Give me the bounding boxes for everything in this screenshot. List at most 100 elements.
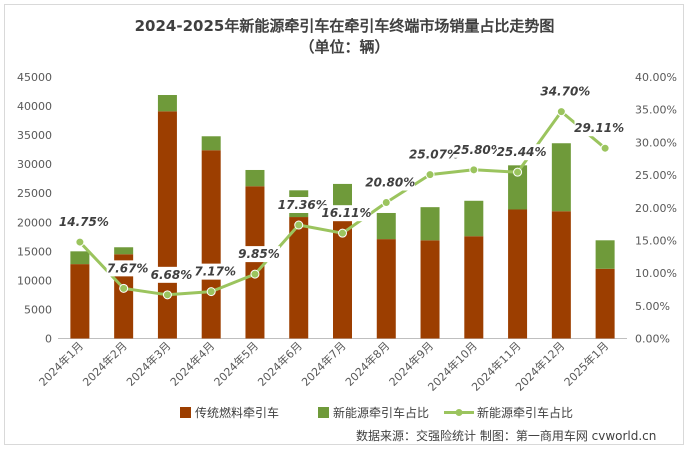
x-axis-tick-label: 2025年1月 — [561, 339, 611, 389]
ratio-point — [250, 269, 260, 279]
legend-swatch-ne-bar — [318, 407, 329, 418]
x-axis-tick-label: 2024年6月 — [255, 339, 305, 389]
ratio-label-bg — [409, 146, 459, 163]
bar-fuel — [551, 211, 571, 339]
ratio-point — [381, 198, 391, 208]
bar-fuel — [201, 150, 221, 339]
ratio-point — [338, 228, 347, 238]
bar-new-energy — [508, 165, 528, 210]
x-axis-tick-label: 2024年8月 — [342, 339, 392, 389]
bar-new-energy — [70, 251, 90, 265]
legend-label-fuel: 传统燃料牵引车 — [195, 406, 280, 420]
ratio-label-bg — [106, 260, 149, 277]
bar-new-energy — [376, 212, 396, 240]
ratio-label-bg — [237, 246, 280, 263]
right-axis-tick-label: 30.00% — [635, 136, 677, 149]
ratio-label: 9.85% — [238, 247, 280, 261]
ratio-label: 34.70% — [540, 85, 590, 99]
bar-fuel — [376, 239, 396, 339]
ratio-point — [556, 107, 566, 117]
ratio-label-bg — [194, 263, 237, 280]
ratio-label: 16.11% — [322, 206, 372, 220]
legend-label-ne-line: 新能源牵引车占比 — [477, 406, 574, 420]
ratio-point — [162, 290, 172, 300]
ratio-label: 6.68% — [151, 268, 193, 282]
ratio-points — [75, 107, 610, 300]
chart-title: 2024-2025年新能源牵引车在牵引车终端市场销量占比走势图 — [134, 17, 555, 35]
ratio-label: 7.17% — [194, 265, 236, 279]
x-axis-labels: 2024年1月2024年2月2024年3月2024年4月2024年5月2024年… — [36, 339, 611, 394]
legend-item-ne-line: 新能源牵引车占比 — [444, 404, 573, 421]
x-axis-tick-label: 2024年3月 — [123, 339, 173, 389]
left-axis-tick-label: 25000 — [17, 187, 52, 200]
bar-fuel — [245, 186, 265, 339]
legend-item-fuel: 传统燃料牵引车 — [180, 404, 279, 421]
bar-new-energy — [245, 169, 265, 187]
bar-fuel — [289, 217, 309, 339]
ratio-label-bg — [365, 174, 415, 191]
ratio-label-bg — [59, 214, 109, 231]
legend-swatch-ne-line — [444, 409, 474, 416]
bar-fuel — [70, 264, 90, 339]
ratio-label: 25.07% — [409, 148, 459, 162]
right-axis-tick-label: 40.00% — [635, 71, 677, 84]
bar-new-energy — [333, 183, 352, 209]
right-axis-tick-label: 15.00% — [635, 234, 677, 247]
ratio-label-bg — [574, 120, 624, 137]
x-axis-tick-label: 2024年1月 — [36, 339, 86, 389]
ratio-point — [425, 170, 435, 180]
legend-swatch-fuel — [180, 407, 191, 418]
bar-new-energy — [114, 247, 134, 255]
x-axis-tick-label: 2024年5月 — [211, 339, 261, 389]
left-axis-tick-label: 15000 — [17, 245, 52, 258]
bar-fuel — [420, 240, 440, 339]
right-axis-labels: 0.00% 5.00% 10.00% 15.00% 20.00% 25.00% 30.00%… — [635, 71, 677, 346]
ratio-label-bg — [321, 205, 372, 222]
bar-fuel — [157, 111, 177, 339]
left-axis-tick-label: 30000 — [17, 158, 52, 171]
ratio-label-bg — [496, 144, 547, 161]
left-axis-tick-label: 5000 — [24, 303, 52, 316]
left-axis-tick-label: 10000 — [17, 274, 52, 287]
right-axis-tick-label: 20.00% — [635, 202, 677, 215]
ratio-label-bg — [150, 266, 193, 283]
ratio-label: 25.80% — [453, 143, 503, 157]
bar-fuel — [508, 209, 528, 339]
ratio-label: 17.36% — [278, 198, 328, 212]
ratio-label-bg — [540, 83, 590, 100]
ratio-label: 20.80% — [365, 176, 415, 190]
ratio-point — [513, 167, 523, 177]
ratio-point — [119, 283, 129, 293]
ratio-label-bg — [453, 141, 503, 158]
bar-new-energy — [201, 136, 221, 151]
x-axis-tick-label: 2024年4月 — [167, 339, 217, 389]
source-note: 数据来源：交强险统计 制图：第一商用车网 cvworld.cn — [356, 429, 657, 443]
right-axis-tick-label: 5.00% — [635, 300, 670, 313]
right-axis-tick-label: 35.00% — [635, 104, 677, 117]
bar-fuel — [464, 236, 484, 339]
left-axis-tick-label: 35000 — [17, 129, 52, 142]
left-axis-tick-label: 0 — [45, 333, 52, 346]
ratio-label-bg — [278, 197, 328, 214]
ratio-label: 29.11% — [574, 121, 624, 135]
chart-frame — [4, 4, 684, 445]
x-axis-tick-label: 2024年2月 — [80, 339, 130, 389]
right-axis-tick-label: 25.00% — [635, 169, 677, 182]
ratio-point — [469, 165, 479, 175]
chart-subtitle: （单位：辆） — [299, 38, 390, 56]
bar-new-energy — [464, 200, 484, 237]
x-axis-tick-label: 2024年7月 — [298, 339, 348, 389]
right-axis-tick-label: 0.00% — [635, 333, 670, 346]
ratio-point — [75, 237, 85, 247]
left-axis-tick-label: 20000 — [17, 216, 52, 229]
right-axis-tick-label: 10.00% — [635, 267, 677, 280]
ratio-label: 7.67% — [107, 261, 149, 275]
ratio-point — [206, 287, 216, 297]
ratio-point — [294, 220, 304, 230]
legend-label-ne-bar: 新能源牵引车占比 — [333, 406, 430, 420]
bar-new-energy — [157, 95, 177, 112]
ratio-label: 14.75% — [59, 215, 109, 229]
ratio-label: 25.44% — [497, 145, 547, 159]
left-axis-tick-label: 40000 — [17, 100, 52, 113]
